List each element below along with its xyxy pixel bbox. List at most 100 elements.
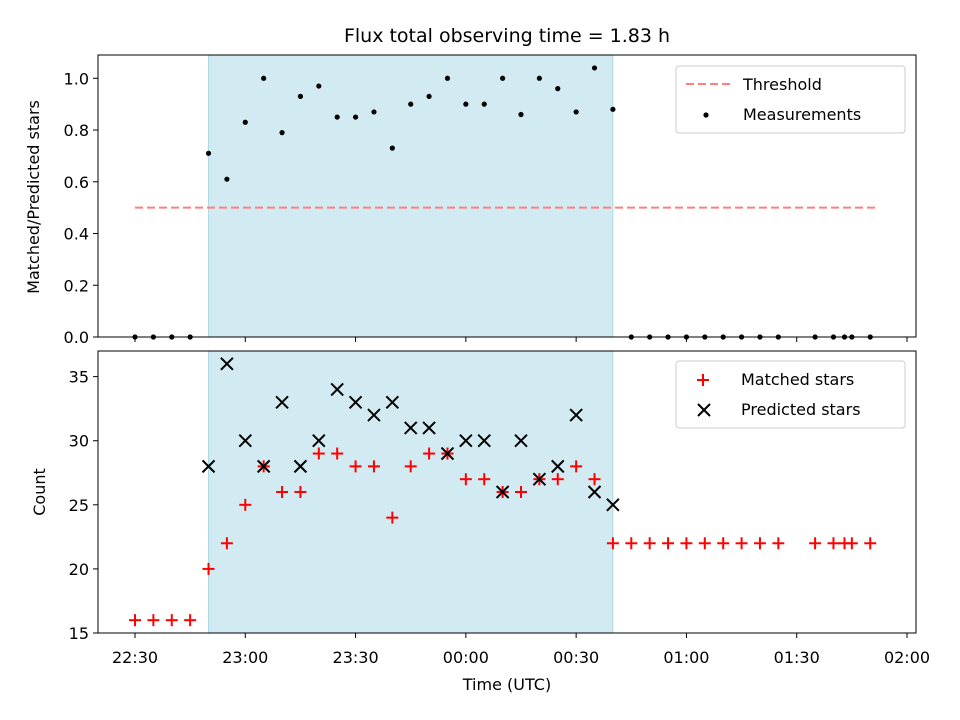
predicted-star-point-b (422, 421, 436, 435)
matched-star-point (606, 537, 619, 550)
matched-star-points (129, 447, 877, 627)
predicted-star-point (569, 408, 583, 422)
matched-star-point (276, 486, 289, 498)
predicted-star-point-b (220, 357, 234, 371)
matched-star-point (845, 537, 858, 550)
count-y-ticks: 15 20 25 30 35 (69, 368, 98, 643)
y-tick-label: 15 (69, 624, 89, 643)
measurement-point (536, 75, 542, 81)
predicted-star-point-b (238, 434, 252, 448)
chart-title: Flux total observing time = 1.83 h (344, 25, 670, 47)
observing-window-shade (208, 350, 614, 634)
predicted-star-point (293, 459, 308, 474)
measurement-point (573, 109, 579, 115)
matched-star-point (625, 537, 638, 550)
matched-star-point (239, 498, 252, 511)
matched-star-point (386, 511, 399, 524)
measurement-point (352, 114, 359, 120)
y-tick-label: 0.4 (64, 225, 89, 244)
predicted-star-point-b (514, 434, 528, 448)
predicted-star-point-b (551, 459, 565, 474)
measurement-point (426, 93, 432, 99)
count-legend: Matched stars Predicted stars (675, 360, 906, 429)
ratio-y-ticks: 0.0 0.2 0.4 0.6 0.8 1.0 (64, 69, 98, 347)
predicted-star-point (532, 472, 547, 486)
predicted-star-point (385, 395, 400, 409)
matched-star-point (735, 537, 748, 550)
matched-star-point (202, 562, 215, 575)
matched-star-point (772, 537, 785, 550)
measurement-point (444, 75, 451, 81)
matched-star-point (680, 537, 693, 550)
matched-star-point (312, 447, 325, 460)
matched-star-point (129, 614, 141, 627)
matched-star-point (809, 537, 822, 550)
y-tick-label: 20 (69, 560, 89, 579)
predicted-star-point-b (275, 395, 289, 409)
predicted-star-point (220, 357, 234, 371)
legend-predicted-label: Predicted stars (741, 400, 861, 419)
ratio-legend: Threshold Measurements (675, 65, 906, 134)
predicted-star-point-b (459, 434, 473, 448)
matched-star-point (643, 537, 656, 550)
measurement-point (261, 75, 267, 81)
legend-threshold-label: Threshold (742, 75, 822, 94)
predicted-star-point (312, 434, 326, 448)
matched-star-point (404, 460, 417, 473)
y-tick-label: 1.0 (64, 69, 89, 88)
ratio-x-ticks (134, 337, 908, 342)
x-tick-label: 23:30 (333, 648, 379, 667)
matched-star-point (570, 460, 583, 473)
y-tick-label: 30 (69, 432, 89, 451)
predicted-star-point (367, 408, 381, 422)
legend-measurements-label: Measurements (743, 105, 861, 124)
x-tick-label: 00:00 (443, 648, 489, 667)
measurement-point (389, 145, 395, 151)
predicted-star-points (201, 357, 620, 512)
measurement-point (371, 109, 377, 115)
matched-star-point (165, 614, 178, 627)
matched-star-point (864, 537, 877, 550)
time-x-axis-label: Time (UTC) (462, 675, 551, 694)
predicted-star-point (551, 459, 565, 474)
matched-star-point (184, 614, 197, 627)
predicted-star-point (495, 485, 510, 499)
matched-star-point (753, 537, 766, 550)
observing-window-band (208, 350, 614, 634)
y-tick-label: 0.6 (64, 173, 89, 192)
x-tick-label: 23:00 (222, 648, 268, 667)
observing-window-shade (208, 54, 614, 338)
predicted-star-point-b (367, 408, 381, 422)
measurement-point (279, 130, 285, 136)
y-tick-label: 25 (69, 496, 89, 515)
predicted-star-point (348, 395, 363, 409)
matched-star-point (698, 537, 711, 550)
measurement-point (297, 93, 304, 99)
ratio-panel-frame (97, 54, 917, 338)
predicted-star-point (330, 382, 344, 397)
predicted-star-point-b (477, 434, 491, 448)
legend-matched-label: Matched stars (741, 370, 854, 389)
matched-star-point (367, 460, 380, 473)
y-tick-label: 0.2 (64, 276, 89, 295)
predicted-star-point-b (385, 395, 400, 409)
observing-window-band (208, 54, 614, 338)
predicted-star-point (587, 485, 602, 499)
matched-star-point (827, 537, 840, 550)
predicted-star-point (606, 498, 620, 512)
matched-star-point (349, 460, 362, 473)
x-tick-label: 01:30 (774, 648, 820, 667)
predicted-star-point-b (201, 459, 216, 474)
matched-star-point (717, 537, 730, 550)
x-tick-label: 01:00 (663, 648, 709, 667)
legend-predicted-swatch (697, 403, 711, 417)
predicted-star-point-b (330, 382, 344, 397)
predicted-star-point (256, 459, 271, 474)
predicted-star-point-b (569, 408, 583, 422)
predicted-star-point (238, 434, 252, 448)
ratio-panel: 0.0 0.2 0.4 0.6 0.8 1.0 Flux total observing … (24, 25, 917, 347)
matched-star-point (515, 486, 527, 498)
matched-star-point (147, 614, 160, 627)
measurement-points (132, 65, 873, 340)
